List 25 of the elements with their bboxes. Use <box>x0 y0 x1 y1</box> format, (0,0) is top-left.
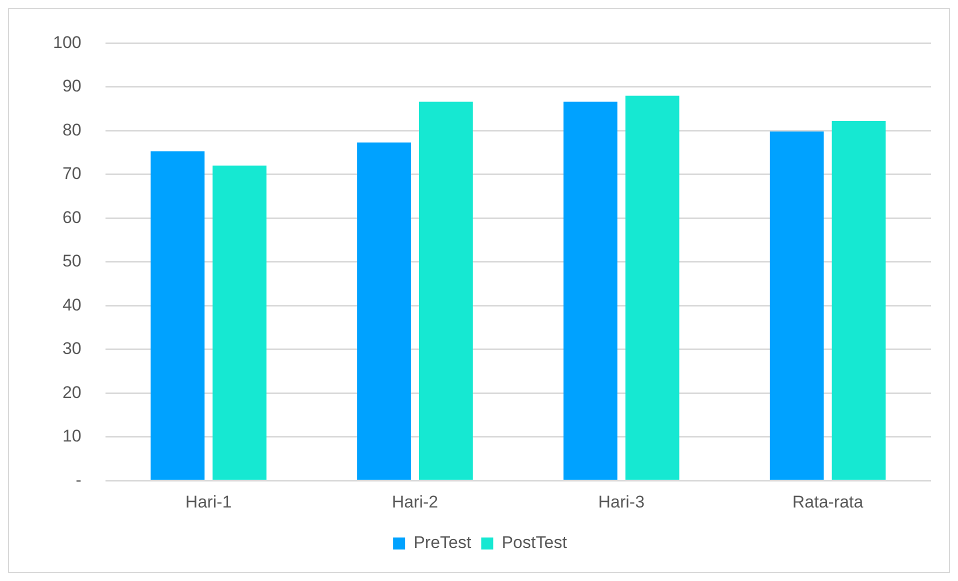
y-tick-label: 20 <box>62 382 82 402</box>
x-tick-label: Hari-3 <box>598 492 645 512</box>
bar <box>212 166 266 480</box>
y-tick-label: 50 <box>62 252 82 271</box>
bar <box>419 102 473 480</box>
legend-label: PostTest <box>502 533 568 552</box>
bar <box>770 132 824 480</box>
y-tick-label: 10 <box>62 426 82 446</box>
bar <box>625 96 680 480</box>
y-tick-label: 60 <box>62 208 82 227</box>
x-tick-label: Rata-rata <box>792 492 864 512</box>
y-tick-label: 30 <box>62 339 82 358</box>
x-tick-label: Hari-2 <box>392 492 438 512</box>
bar <box>357 142 411 480</box>
y-tick-label: 90 <box>62 76 82 96</box>
y-tick-label: - <box>76 470 82 490</box>
y-tick-label: 100 <box>52 32 82 52</box>
bar <box>563 102 618 480</box>
bar <box>832 121 886 480</box>
y-tick-label: 70 <box>62 164 82 184</box>
x-tick-label: Hari-1 <box>185 492 232 512</box>
bar <box>150 151 205 480</box>
y-tick-label: 40 <box>62 295 82 314</box>
y-tick-label: 80 <box>62 120 82 140</box>
legend-label: PreTest <box>414 533 472 552</box>
